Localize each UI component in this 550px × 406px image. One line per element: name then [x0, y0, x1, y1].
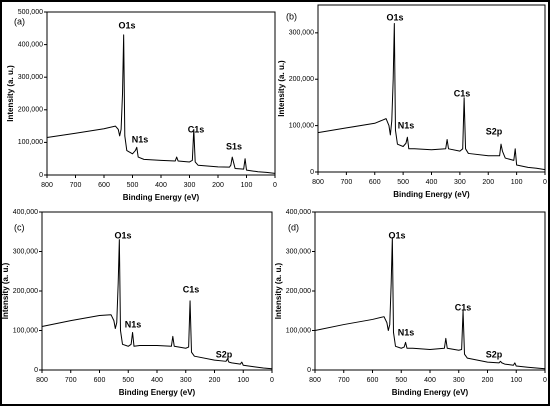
x-tick-label: 0	[270, 377, 274, 384]
x-axis-title: Binding Energy (eV)	[123, 193, 200, 202]
y-axis-title: Intensity (a. u.)	[1, 262, 10, 319]
x-tick-label: 600	[94, 377, 106, 384]
x-axis-title: Binding Energy (eV)	[392, 388, 469, 397]
x-tick-label: 300	[184, 182, 196, 189]
peak-label: N1s	[132, 134, 149, 144]
spectrum-line	[314, 237, 546, 370]
y-tick-label: 400,000	[13, 209, 38, 216]
spectrum-line	[46, 34, 276, 174]
x-tick-label: 400	[155, 182, 167, 189]
panel-label: (d)	[288, 222, 299, 232]
x-tick-label: 500	[122, 377, 134, 384]
x-tick-label: 700	[65, 377, 77, 384]
x-tick-label: 200	[482, 179, 494, 186]
peak-label: C1s	[188, 124, 205, 134]
x-tick-label: 200	[209, 377, 221, 384]
peak-label: C1s	[183, 284, 200, 294]
x-tick-label: 0	[273, 182, 277, 189]
peak-label: C1s	[454, 88, 471, 98]
x-tick-label: 100	[237, 377, 249, 384]
peak-label: S1s	[226, 141, 242, 151]
x-tick-label: 400	[424, 377, 436, 384]
x-tick-label: 200	[482, 377, 494, 384]
y-tick-label: 0	[310, 169, 314, 176]
panel-label: (a)	[14, 16, 25, 26]
y-tick-label: 300,000	[18, 74, 43, 81]
y-axis-title: Intensity (a. u.)	[277, 60, 286, 117]
y-tick-label: 300,000	[289, 30, 314, 37]
x-tick-label: 800	[312, 179, 324, 186]
peak-label: N1s	[398, 120, 415, 130]
y-tick-label: 0	[307, 367, 311, 374]
x-tick-label: 800	[309, 377, 321, 384]
y-tick-label: 100,000	[13, 327, 38, 334]
peak-label: N1s	[125, 319, 142, 329]
peak-label: O1s	[114, 230, 131, 240]
peak-label: S2p	[216, 349, 233, 359]
peak-label: O1s	[388, 230, 405, 240]
x-tick-label: 600	[367, 377, 379, 384]
y-tick-label: 100,000	[289, 122, 314, 129]
x-tick-label: 100	[241, 182, 253, 189]
x-tick-label: 600	[369, 179, 381, 186]
panel-label: (b)	[286, 11, 297, 21]
peak-label: N1s	[398, 327, 415, 337]
x-tick-label: 100	[510, 377, 522, 384]
x-tick-label: 200	[212, 182, 224, 189]
y-axis-title: Intensity (a. u.)	[6, 65, 15, 122]
peak-label: S2p	[486, 126, 503, 136]
y-tick-label: 0	[34, 367, 38, 374]
x-tick-label: 100	[511, 179, 523, 186]
y-tick-label: 400,000	[18, 41, 43, 48]
x-tick-label: 700	[338, 377, 350, 384]
x-tick-label: 500	[397, 179, 409, 186]
peak-label: O1s	[386, 12, 403, 22]
y-tick-label: 200,000	[13, 288, 38, 295]
x-tick-label: 400	[151, 377, 163, 384]
y-tick-label: 200,000	[289, 76, 314, 83]
x-tick-label: 300	[454, 179, 466, 186]
x-tick-label: 700	[341, 179, 353, 186]
x-tick-label: 700	[70, 182, 82, 189]
x-tick-label: 300	[453, 377, 465, 384]
x-tick-label: 800	[36, 377, 48, 384]
y-tick-label: 100,000	[286, 327, 311, 334]
spectrum-line	[317, 23, 546, 171]
spectrum-line	[41, 239, 273, 370]
x-tick-label: 400	[426, 179, 438, 186]
y-tick-label: 0	[39, 172, 43, 179]
x-tick-label: 800	[41, 182, 53, 189]
y-tick-label: 300,000	[13, 248, 38, 255]
x-tick-label: 300	[180, 377, 192, 384]
y-tick-label: 300,000	[286, 248, 311, 255]
panel-label: (c)	[14, 222, 25, 232]
x-axis-title: Binding Energy (eV)	[393, 190, 470, 199]
x-axis-title: Binding Energy (eV)	[119, 388, 196, 397]
y-tick-label: 500,000	[18, 9, 43, 16]
x-tick-label: 500	[395, 377, 407, 384]
y-tick-label: 200,000	[18, 107, 43, 114]
y-tick-label: 200,000	[286, 288, 311, 295]
x-tick-label: 0	[543, 377, 547, 384]
x-tick-label: 600	[98, 182, 110, 189]
y-tick-label: 400,000	[286, 209, 311, 216]
peak-label: O1s	[118, 20, 135, 30]
x-tick-label: 0	[543, 179, 547, 186]
x-tick-label: 500	[127, 182, 139, 189]
peak-label: S2p	[486, 349, 503, 359]
peak-label: C1s	[455, 302, 472, 312]
y-axis-title: Intensity (a. u.)	[274, 262, 283, 319]
y-tick-label: 100,000	[18, 139, 43, 146]
